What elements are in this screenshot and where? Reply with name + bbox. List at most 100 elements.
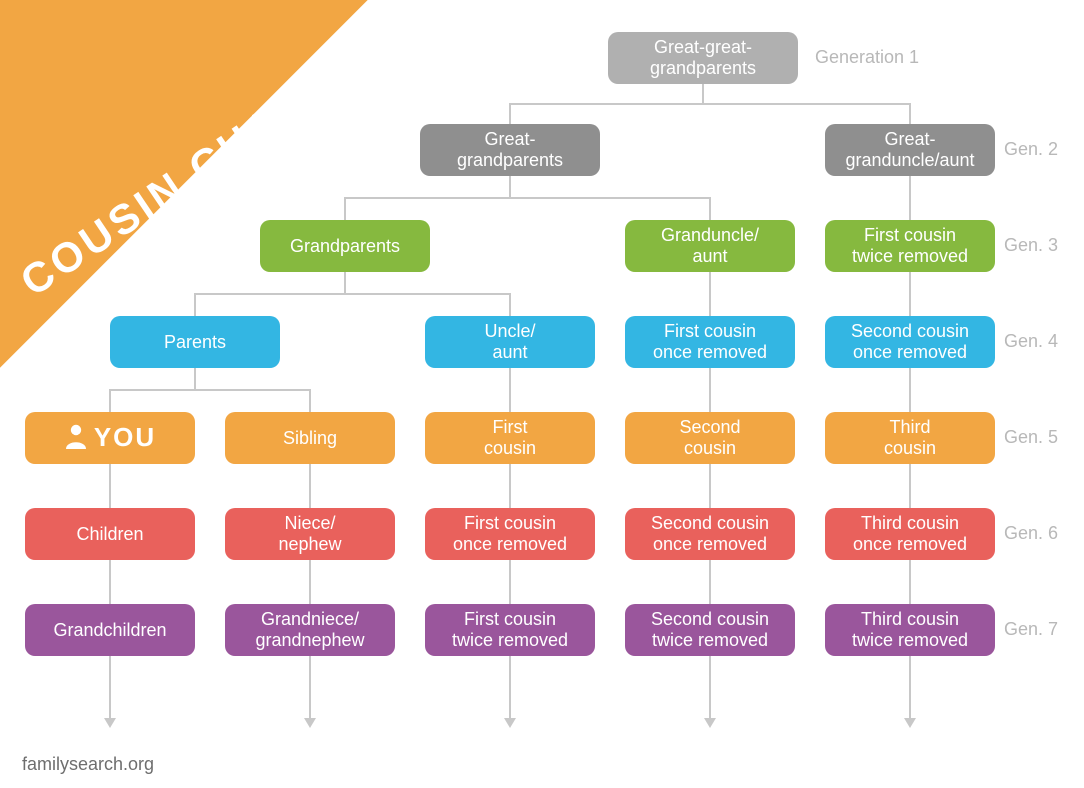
connector-line (194, 368, 196, 390)
node-label: Second cousin (679, 417, 740, 458)
generation-label: Gen. 7 (1004, 619, 1058, 640)
node-sib: Sibling (225, 412, 395, 464)
node-child: Children (25, 508, 195, 560)
connector-line (709, 368, 711, 412)
node-c2o1_b: Second cousin once removed (625, 508, 795, 560)
connector-line (509, 104, 511, 124)
node-ggua: Great- granduncle/aunt (825, 124, 995, 176)
node-label: First cousin once removed (653, 321, 767, 362)
generation-label: Gen. 6 (1004, 523, 1058, 544)
connector-line (309, 656, 311, 718)
connector-line (509, 464, 511, 508)
connector-line (909, 176, 911, 220)
node-c2: Second cousin (625, 412, 795, 464)
arrow-down-icon (504, 718, 516, 728)
connector-line (709, 198, 711, 220)
node-c1t2_b: First cousin twice removed (425, 604, 595, 656)
node-label: First cousin twice removed (452, 609, 568, 650)
connector-line (344, 198, 346, 220)
connector-line (194, 294, 196, 316)
node-gggp: Great-great- grandparents (608, 32, 798, 84)
node-you: YOU (25, 412, 195, 464)
node-gua: Granduncle/ aunt (625, 220, 795, 272)
node-c3o1: Third cousin once removed (825, 508, 995, 560)
connector-line (709, 464, 711, 508)
arrow-down-icon (104, 718, 116, 728)
generation-label: Gen. 2 (1004, 139, 1058, 160)
node-c3t2: Third cousin twice removed (825, 604, 995, 656)
arrow-down-icon (304, 718, 316, 728)
node-label: Grandparents (290, 236, 400, 257)
node-ua: Uncle/ aunt (425, 316, 595, 368)
node-label: First cousin (484, 417, 536, 458)
node-nn: Niece/ nephew (225, 508, 395, 560)
connector-line (109, 464, 111, 508)
node-label: Sibling (283, 428, 337, 449)
connector-line (309, 390, 311, 412)
connector-line (909, 464, 911, 508)
node-label: Third cousin twice removed (852, 609, 968, 650)
node-c1o1_b: First cousin once removed (425, 508, 595, 560)
connector-line (909, 104, 911, 124)
node-label: Children (76, 524, 143, 545)
arrow-down-icon (904, 718, 916, 728)
generation-label: Generation 1 (815, 47, 919, 68)
connector-line (509, 656, 511, 718)
footer-source: familysearch.org (22, 754, 154, 775)
person-icon (64, 423, 88, 454)
connector-line (309, 560, 311, 604)
connector-line (702, 84, 704, 104)
node-c3: Third cousin (825, 412, 995, 464)
connector-line (344, 272, 346, 294)
node-label: First cousin once removed (453, 513, 567, 554)
node-label: Grandniece/ grandnephew (255, 609, 364, 650)
node-c2o1_a: Second cousin once removed (825, 316, 995, 368)
connector-line (709, 656, 711, 718)
connector-line (709, 272, 711, 316)
connector-line (909, 656, 911, 718)
node-label: YOU (94, 423, 156, 453)
generation-label: Gen. 4 (1004, 331, 1058, 352)
node-label: Great-great- grandparents (650, 37, 756, 78)
node-label: Great- granduncle/aunt (845, 129, 974, 170)
connector-line (109, 656, 111, 718)
node-label: Niece/ nephew (278, 513, 341, 554)
node-par: Parents (110, 316, 280, 368)
node-gnn: Grandniece/ grandnephew (225, 604, 395, 656)
connector-line (109, 389, 311, 391)
node-c1o1_a: First cousin once removed (625, 316, 795, 368)
node-c1: First cousin (425, 412, 595, 464)
node-label: Third cousin once removed (853, 513, 967, 554)
node-gp: Grandparents (260, 220, 430, 272)
node-c1t2_a: First cousin twice removed (825, 220, 995, 272)
node-ggp: Great- grandparents (420, 124, 600, 176)
connector-line (709, 560, 711, 604)
connector-line (109, 390, 111, 412)
node-label: Second cousin twice removed (651, 609, 769, 650)
node-label: Second cousin once removed (851, 321, 969, 362)
node-label: Great- grandparents (457, 129, 563, 170)
connector-line (909, 272, 911, 316)
connector-line (509, 294, 511, 316)
node-label: First cousin twice removed (852, 225, 968, 266)
connector-line (194, 293, 511, 295)
generation-label: Gen. 5 (1004, 427, 1058, 448)
node-label: Second cousin once removed (651, 513, 769, 554)
node-label: Uncle/ aunt (484, 321, 535, 362)
node-label: Grandchildren (53, 620, 166, 641)
connector-line (509, 103, 911, 105)
node-label: Parents (164, 332, 226, 353)
connector-line (109, 560, 111, 604)
node-gchild: Grandchildren (25, 604, 195, 656)
connector-line (344, 197, 711, 199)
generation-label: Gen. 3 (1004, 235, 1058, 256)
connector-line (309, 464, 311, 508)
node-c2t2: Second cousin twice removed (625, 604, 795, 656)
node-label: Granduncle/ aunt (661, 225, 759, 266)
connector-line (909, 560, 911, 604)
connector-line (509, 560, 511, 604)
node-label: Third cousin (884, 417, 936, 458)
arrow-down-icon (704, 718, 716, 728)
connector-line (509, 368, 511, 412)
connector-line (509, 176, 511, 198)
